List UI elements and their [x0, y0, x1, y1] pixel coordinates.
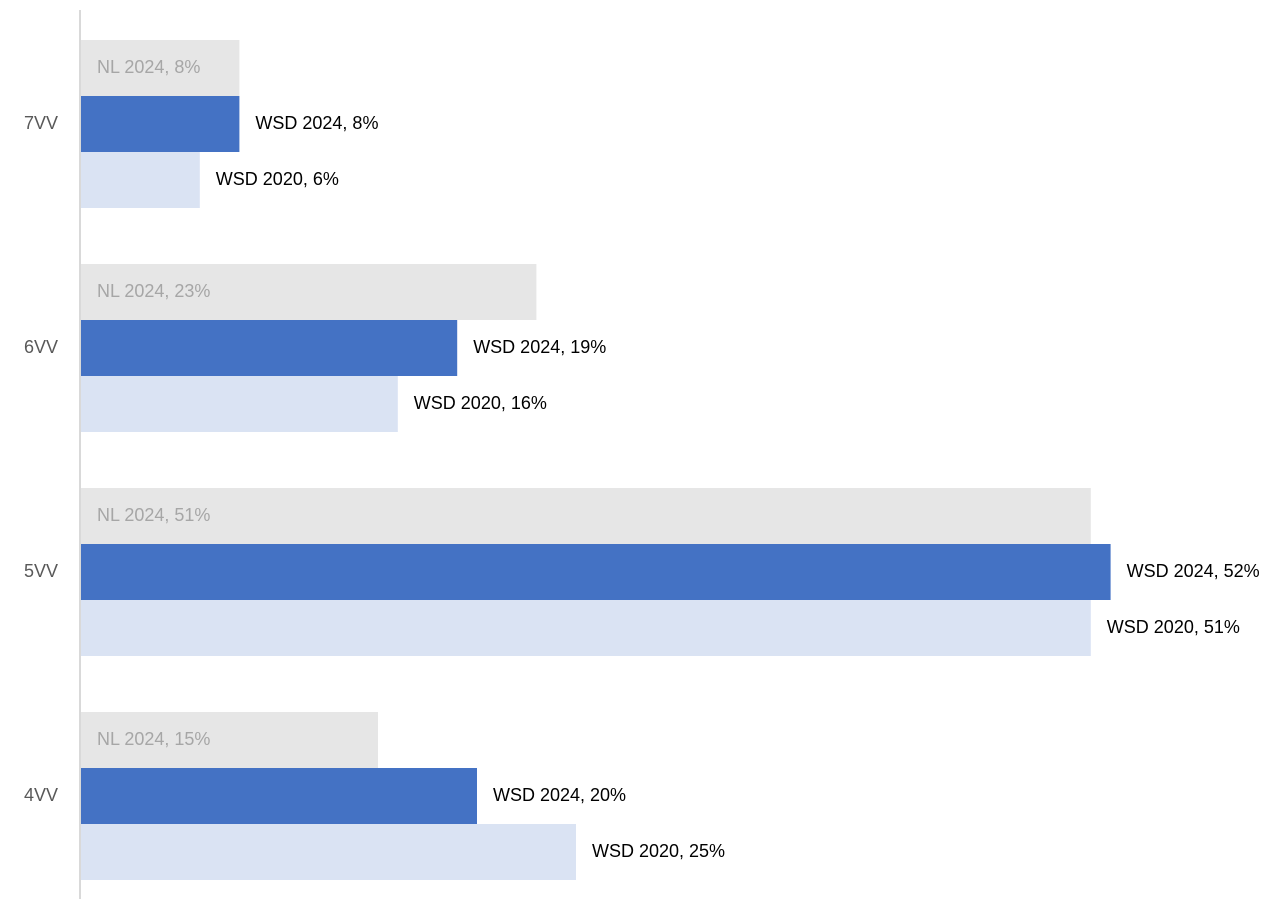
- bar: WSD 2024: [81, 96, 240, 152]
- data-label: NL 2024, 8%: [97, 57, 200, 77]
- bar: WSD 2020: [81, 600, 1091, 656]
- bar: NL 2024: [81, 264, 537, 320]
- bar: WSD 2024: [81, 320, 458, 376]
- data-label: WSD 2024, 20%: [493, 785, 626, 805]
- bar: NL 2024: [81, 712, 378, 768]
- data-label: WSD 2020, 25%: [592, 841, 725, 861]
- bar: NL 2024: [81, 488, 1091, 544]
- data-label: NL 2024, 15%: [97, 729, 210, 749]
- data-label: WSD 2020, 16%: [414, 393, 547, 413]
- data-label: WSD 2024, 52%: [1127, 561, 1260, 581]
- bar: WSD 2020: [81, 376, 398, 432]
- bar: WSD 2024: [81, 544, 1111, 600]
- bar: NL 2024: [81, 40, 240, 96]
- data-label: WSD 2024, 8%: [255, 113, 378, 133]
- bar: WSD 2020: [81, 152, 200, 208]
- data-label: WSD 2020, 51%: [1107, 617, 1240, 637]
- category-label: 5VV: [24, 561, 58, 581]
- category-label: 4VV: [24, 785, 58, 805]
- data-label: NL 2024, 51%: [97, 505, 210, 525]
- data-label: NL 2024, 23%: [97, 281, 210, 301]
- bar: WSD 2024: [81, 768, 477, 824]
- category-label: 6VV: [24, 337, 58, 357]
- data-label: WSD 2020, 6%: [216, 169, 339, 189]
- bar: WSD 2020: [81, 824, 576, 880]
- category-label: 7VV: [24, 113, 58, 133]
- data-label: WSD 2024, 19%: [473, 337, 606, 357]
